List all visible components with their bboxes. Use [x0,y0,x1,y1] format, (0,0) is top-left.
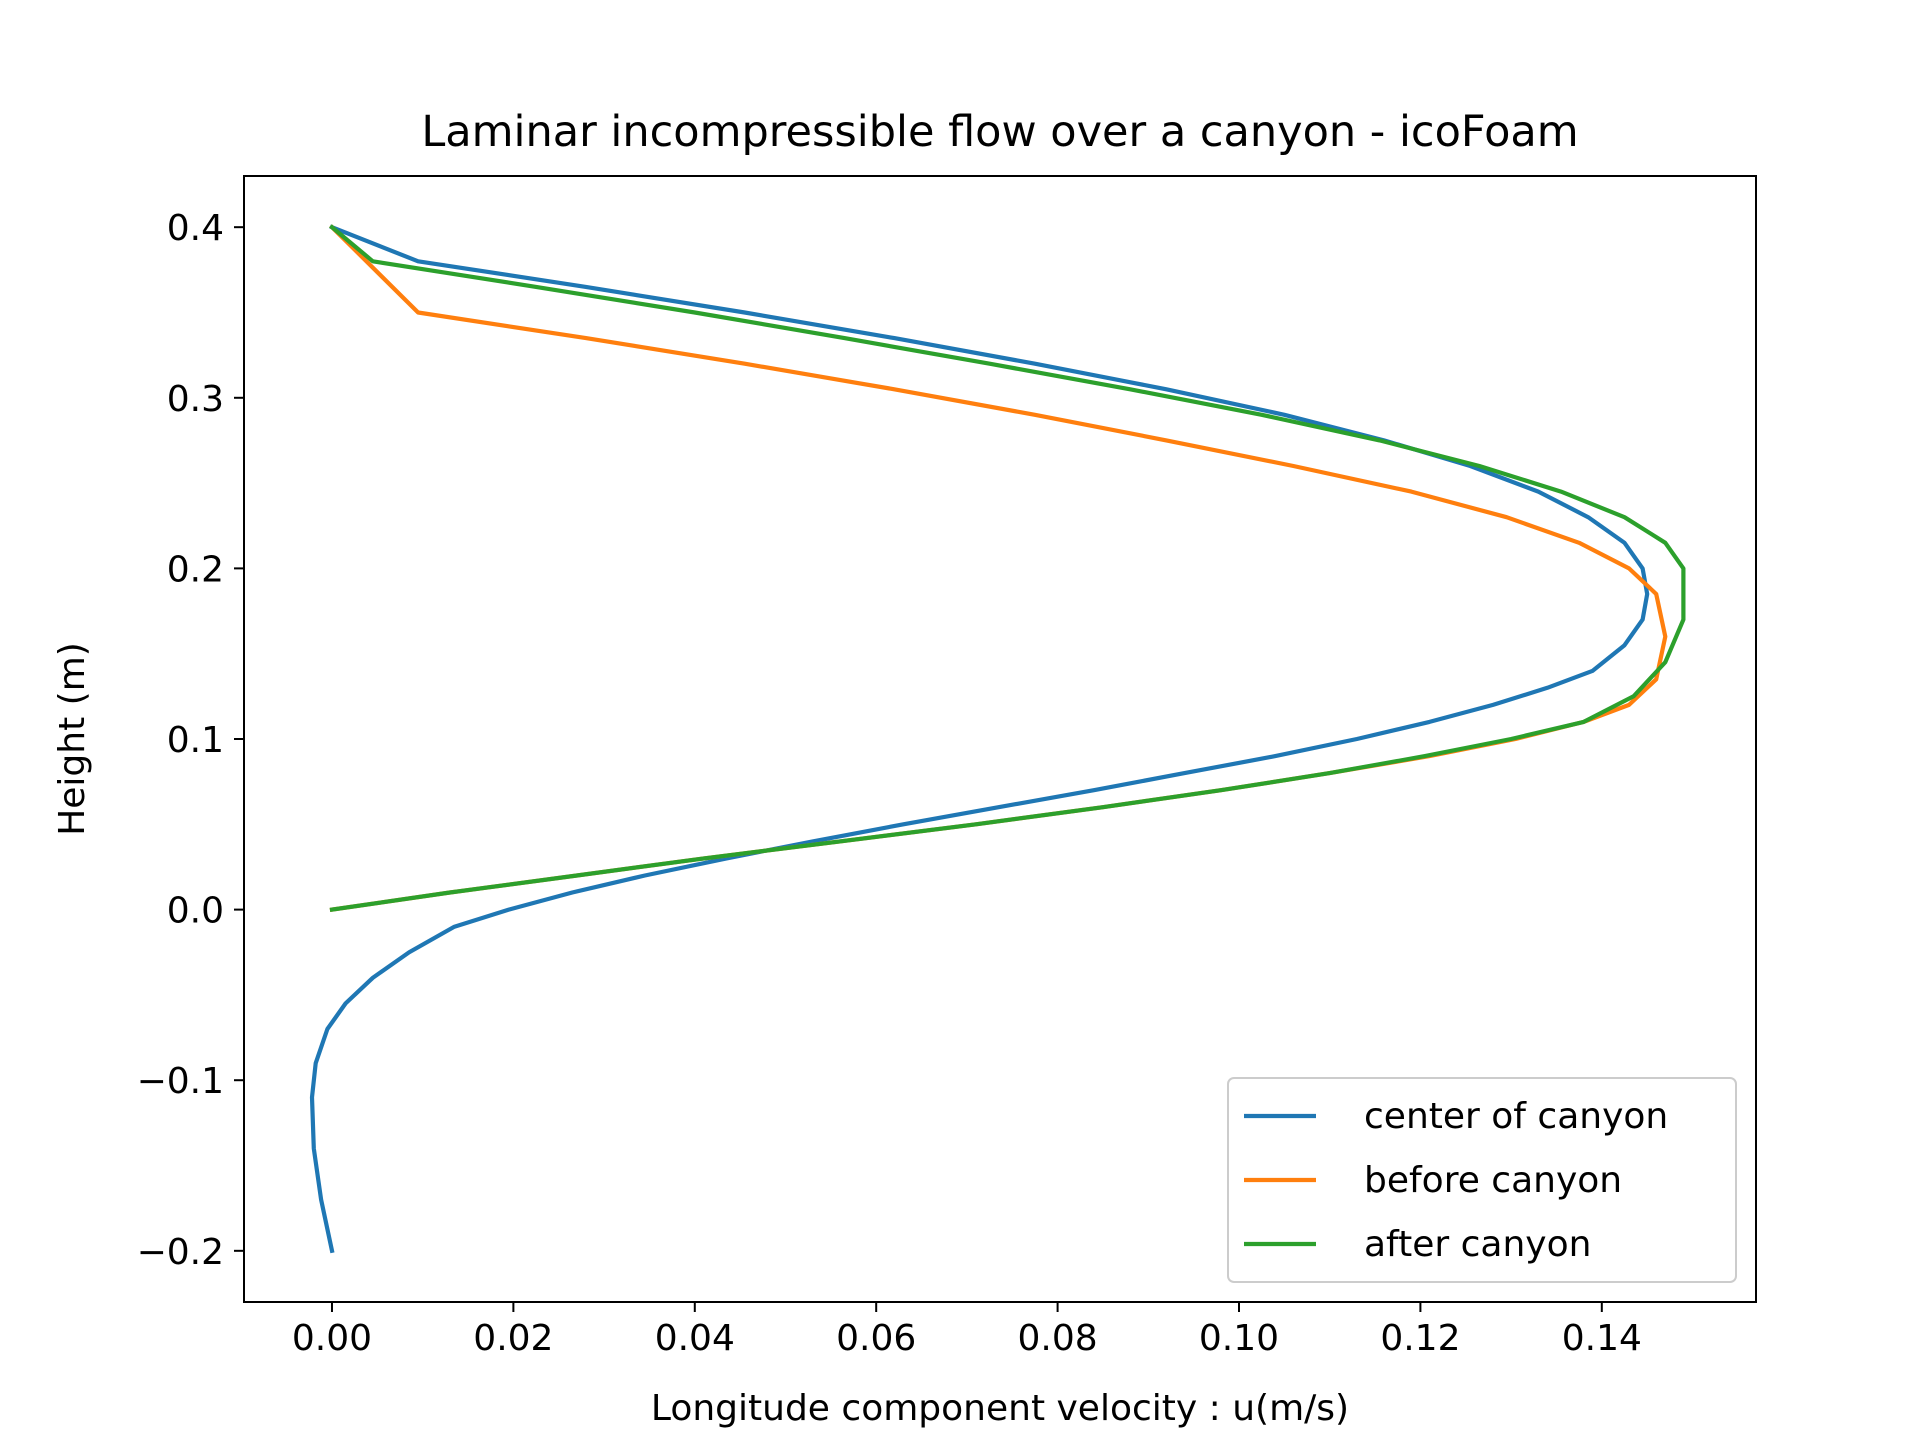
x-axis: 0.00 0.02 0.04 0.06 0.08 0.10 0.12 0.14 [292,1302,1642,1359]
x-tick-label: 0.08 [1018,1318,1098,1359]
x-tick-label: 0.10 [1199,1318,1279,1359]
y-tick-label: −0.1 [137,1061,224,1102]
legend-label: after canyon [1364,1224,1591,1265]
legend-label: before canyon [1364,1160,1622,1201]
chart-title: Laminar incompressible flow over a canyo… [421,107,1578,157]
x-tick-label: 0.00 [292,1318,372,1359]
x-axis-label: Longitude component velocity : u(m/s) [651,1388,1349,1429]
legend: center of canyon before canyon after canyo… [1227,1077,1737,1283]
x-tick-label: 0.12 [1380,1318,1460,1359]
legend-label: center of canyon [1364,1096,1668,1137]
x-tick-label: 0.02 [473,1318,553,1359]
y-axis: −0.2 −0.1 0.0 0.1 0.2 0.3 0.4 [137,208,244,1273]
series-line-3 [329,224,1686,912]
y-tick-label: 0.4 [167,208,224,249]
y-axis-label: Height (m) [52,642,93,836]
series-line-1 [309,224,1650,1254]
x-tick-label: 0.06 [836,1318,916,1359]
series-layer [309,224,1686,1254]
legend-box [1227,1077,1737,1283]
y-tick-label: 0.0 [167,891,224,932]
plot-frame [243,175,1757,1303]
y-tick-label: 0.3 [167,379,224,420]
y-tick-label: −0.2 [137,1232,224,1273]
x-tick-label: 0.04 [655,1318,735,1359]
y-tick-label: 0.2 [167,549,224,590]
x-tick-label: 0.14 [1562,1318,1642,1359]
y-tick-label: 0.1 [167,720,224,761]
